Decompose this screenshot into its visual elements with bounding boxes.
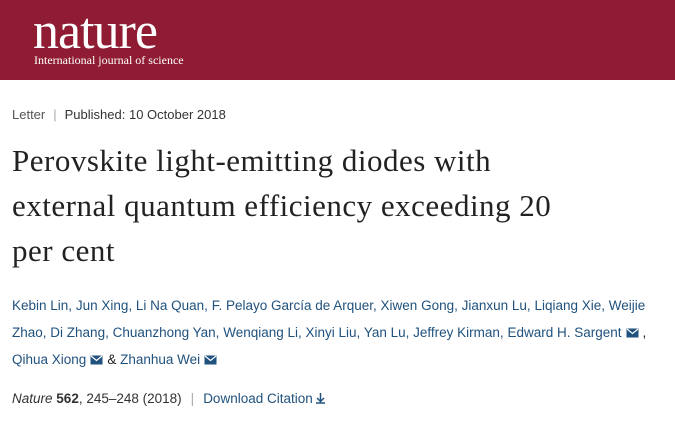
author-name[interactable]: Liqiang Xie, [534, 298, 605, 313]
author-name[interactable]: Kebin Lin, [12, 298, 73, 313]
author-name[interactable]: Wenqiang Li, [223, 325, 302, 340]
author-name[interactable]: F. Pelayo García de Arquer, [211, 298, 377, 313]
joiner: & [107, 352, 117, 367]
article-meta: Letter | Published: 10 October 2018 [12, 107, 226, 122]
mail-icon[interactable] [204, 355, 217, 365]
author-name[interactable]: Jeffrey Kirman, [413, 325, 504, 340]
author-list: Kebin Lin, Jun Xing, Li Na Quan, F. Pela… [12, 292, 667, 373]
author-name[interactable]: Xinyi Liu, [305, 325, 361, 340]
mail-icon[interactable] [90, 355, 103, 365]
logo[interactable]: nature [33, 3, 158, 60]
tagline: International journal of science [34, 53, 184, 67]
divider: | [190, 391, 195, 406]
author-name[interactable]: Jianxun Lu, [461, 298, 531, 313]
download-icon[interactable] [315, 392, 326, 404]
title-line: external quantum efficiency exceeding 20 [12, 188, 552, 223]
divider: | [53, 107, 57, 122]
author-name[interactable]: Weijie Zhao, [12, 298, 646, 340]
author-name[interactable]: Zhanhua Wei [120, 352, 201, 367]
author-name[interactable]: Chuanzhong Yan, [112, 325, 220, 340]
author-name[interactable]: Xiwen Gong, [380, 298, 458, 313]
author-name[interactable]: Qihua Xiong [12, 352, 87, 367]
title-line: Perovskite light-emitting diodes with [12, 143, 492, 178]
mail-icon[interactable] [626, 328, 639, 338]
download-citation[interactable]: Download Citation [203, 391, 326, 406]
title-line: per cent [12, 233, 115, 268]
download-text[interactable]: Download Citation [203, 391, 313, 406]
article-title: Perovskite light-emitting diodes with ext… [12, 138, 551, 273]
separator: , [642, 325, 647, 340]
author-name[interactable]: Di Zhang, [50, 325, 109, 340]
citation: Nature 562, 245–248 (2018) | Download Cita… [12, 391, 326, 406]
header-band: nature International journal of science [0, 0, 675, 80]
pages: , 245–248 (2018) [78, 391, 182, 406]
published-date: Published: 10 October 2018 [64, 107, 226, 122]
article-type: Letter [12, 107, 46, 122]
author-name[interactable]: Li Na Quan, [135, 298, 208, 313]
volume: 562 [56, 391, 79, 406]
journal: Nature [12, 391, 53, 406]
author-name[interactable]: Yan Lu, [363, 325, 410, 340]
author-name[interactable]: Edward H. Sargent [507, 325, 622, 340]
author-name[interactable]: Jun Xing, [75, 298, 133, 313]
